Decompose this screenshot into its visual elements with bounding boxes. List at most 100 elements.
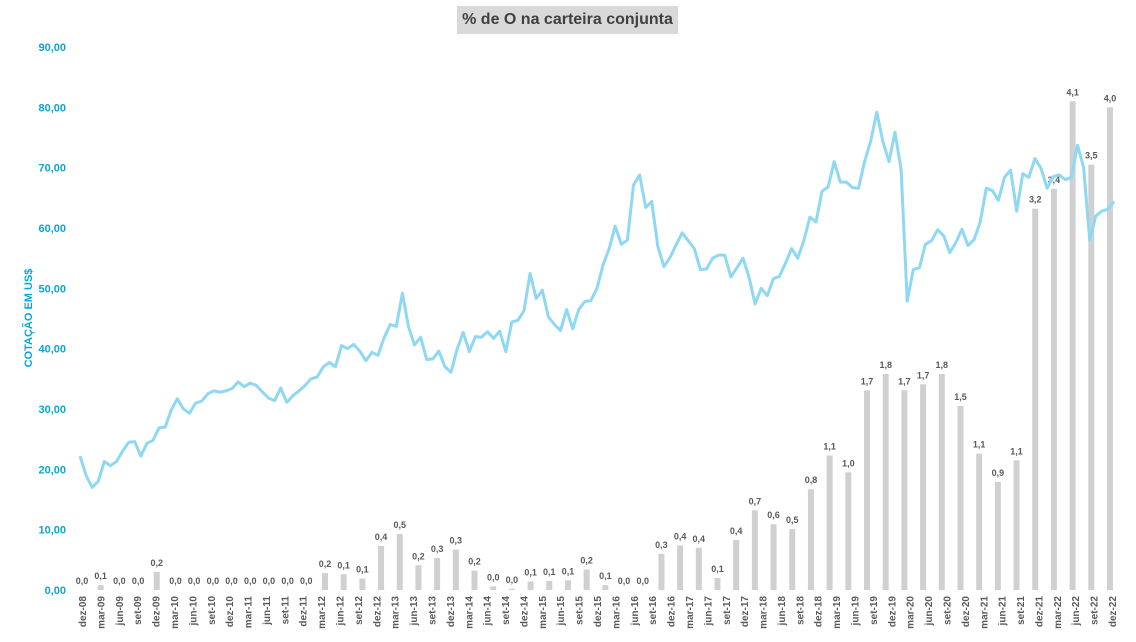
x-tick-label: dez-08 xyxy=(78,596,89,628)
price-line xyxy=(78,110,1116,489)
x-tick-label: mar-22 xyxy=(1053,596,1064,629)
bar xyxy=(658,553,665,590)
x-tick-label: set-15 xyxy=(575,596,586,625)
x-tick-label: dez-21 xyxy=(1034,596,1045,628)
bar-data-label: 0,1 xyxy=(94,571,107,581)
x-tick-label: jun-14 xyxy=(483,596,494,627)
x-tick-label: dez-22 xyxy=(1108,596,1119,628)
bar-data-label: 0,5 xyxy=(786,515,799,525)
bar xyxy=(564,580,571,590)
bar-data-label: 1,8 xyxy=(936,360,949,370)
bar-data-label: 0,2 xyxy=(412,551,425,561)
bar xyxy=(415,565,422,590)
bar xyxy=(508,588,515,590)
bar-data-label: 0,3 xyxy=(655,540,668,550)
bar xyxy=(396,533,403,590)
bar xyxy=(490,586,497,590)
y-tick-label: 0,00 xyxy=(45,585,66,597)
x-tick-label: set-22 xyxy=(1090,596,1101,625)
bar xyxy=(826,455,833,590)
y-tick-label: 90,00 xyxy=(38,42,66,54)
bar-data-label: 1,7 xyxy=(898,376,911,386)
bar-data-label: 0,9 xyxy=(992,468,1005,478)
bar-data-label: 1,0 xyxy=(842,458,855,468)
bar-data-label: 0,0 xyxy=(113,576,126,586)
x-tick-label: jun-09 xyxy=(115,596,126,627)
bar xyxy=(602,585,609,590)
y-tick-label: 80,00 xyxy=(38,102,66,114)
x-tick-label: set-17 xyxy=(722,596,733,625)
bar-data-label: 0,1 xyxy=(599,571,612,581)
bar-data-label: 1,1 xyxy=(823,441,836,451)
x-tick-label: dez-10 xyxy=(225,596,236,628)
x-tick-label: set-16 xyxy=(648,596,659,625)
bar-data-label: 3,4 xyxy=(1048,175,1061,185)
bar xyxy=(1107,107,1113,590)
bar-data-label: 0,0 xyxy=(244,576,257,586)
bar xyxy=(957,405,964,590)
x-tick-label: jun-16 xyxy=(630,596,641,627)
bar xyxy=(976,453,983,590)
bar xyxy=(527,581,534,590)
bar-data-label: 0,3 xyxy=(450,536,463,546)
bar xyxy=(378,545,385,590)
x-tick-label: jun-15 xyxy=(556,596,567,627)
x-tick-label: set-12 xyxy=(354,596,365,625)
bar xyxy=(714,577,721,590)
x-tick-label: jun-12 xyxy=(336,596,347,627)
x-tick-label: jun-17 xyxy=(703,596,714,627)
bar xyxy=(153,571,160,590)
bar-data-label: 0,0 xyxy=(487,572,500,582)
x-tick-label: dez-09 xyxy=(152,596,163,628)
bar-data-label: 4,1 xyxy=(1066,87,1079,97)
x-tick-label: jun-18 xyxy=(777,596,788,627)
x-tick-label: jun-20 xyxy=(924,596,935,627)
bar-data-label: 0,6 xyxy=(767,510,780,520)
x-tick-label: dez-14 xyxy=(519,596,530,628)
bar xyxy=(733,539,740,590)
x-tick-label: jun-11 xyxy=(262,596,273,626)
x-tick-label: mar-19 xyxy=(832,596,843,629)
bar-data-label: 4,0 xyxy=(1104,93,1117,103)
bar-data-label: 1,8 xyxy=(879,360,892,370)
bar xyxy=(938,374,945,590)
x-tick-label: dez-13 xyxy=(446,596,457,628)
chart-title: % de O na carteira conjunta xyxy=(457,6,678,34)
x-tick-label: dez-11 xyxy=(299,596,310,627)
bar xyxy=(321,573,328,590)
x-tick-label: dez-18 xyxy=(814,596,825,628)
bar-data-label: 1,5 xyxy=(954,392,967,402)
bar-data-label: 0,0 xyxy=(300,576,313,586)
x-tick-label: mar-11 xyxy=(244,596,255,629)
x-tick-label: mar-09 xyxy=(96,596,107,629)
bar-data-label: 3,2 xyxy=(1029,195,1042,205)
bar xyxy=(1013,460,1020,590)
x-tick-label: mar-17 xyxy=(685,596,696,629)
bar xyxy=(751,510,758,590)
x-tick-label: jun-10 xyxy=(188,596,199,627)
bar-data-label: 0,0 xyxy=(188,576,201,586)
bar xyxy=(471,570,478,590)
bar-data-label: 1,7 xyxy=(861,376,874,386)
x-tick-label: mar-20 xyxy=(906,596,917,629)
bar xyxy=(994,482,1001,590)
y-tick-label: 50,00 xyxy=(38,283,66,295)
bar-data-label: 3,5 xyxy=(1085,151,1098,161)
bar xyxy=(901,390,908,590)
bar-data-label: 0,5 xyxy=(393,520,406,530)
x-tick-label: dez-20 xyxy=(961,596,972,628)
bar-data-label: 0,1 xyxy=(356,565,369,575)
bar-data-label: 0,0 xyxy=(207,576,220,586)
bar xyxy=(807,489,814,590)
bar-data-label: 1,1 xyxy=(973,440,986,450)
bar-data-label: 0,0 xyxy=(506,575,519,585)
y-tick-label: 10,00 xyxy=(38,525,66,537)
x-tick-label: jun-21 xyxy=(998,596,1009,627)
bar xyxy=(359,578,366,590)
bar xyxy=(97,585,104,590)
y-tick-label: 60,00 xyxy=(38,223,66,235)
bar-data-label: 0,1 xyxy=(337,560,350,570)
bar-data-label: 0,2 xyxy=(468,557,481,567)
bar-data-label: 0,0 xyxy=(132,576,145,586)
x-tick-label: dez-17 xyxy=(740,596,751,628)
